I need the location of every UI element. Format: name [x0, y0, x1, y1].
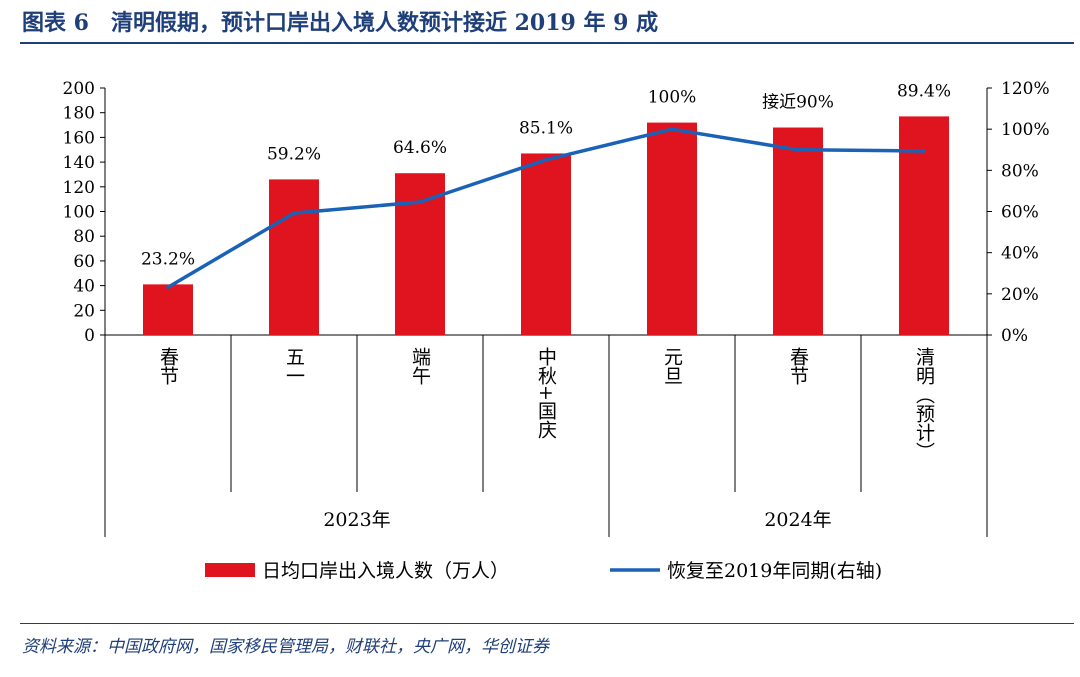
category-label: 清明（预计） [913, 347, 935, 461]
legend-bar-label: 日均口岸出入境人数（万人） [262, 560, 509, 582]
bar [269, 179, 319, 335]
data-label: 64.6% [393, 138, 447, 158]
bar [773, 127, 823, 336]
group-label: 2024年 [764, 509, 831, 531]
category-label: 五一 [283, 347, 305, 385]
data-label: 100% [648, 88, 697, 108]
axes-layer: 0 20 40 60 80 100 120 140 160 180 200 0% 20% 40% 60% 80… [63, 79, 1050, 537]
left-tick-label: 140 [63, 153, 95, 173]
group-label: 2023年 [323, 509, 390, 531]
legend-line-label: 恢复至2019年同期(右轴) [667, 560, 882, 582]
chart-title: 图表 6 清明假期，预计口岸出入境人数预计接近 2019 年 9 成 [22, 10, 659, 36]
source-divider [20, 623, 1074, 624]
right-tick-label: 20% [1001, 285, 1039, 305]
category-label: 中秋+国庆 [535, 347, 557, 439]
data-label: 85.1% [519, 118, 573, 138]
left-tick-label: 200 [63, 79, 95, 99]
left-tick-label: 80 [73, 227, 95, 247]
left-tick-label: 160 [63, 128, 95, 148]
right-tick-label: 40% [1001, 244, 1039, 264]
category-label: 元旦 [661, 347, 683, 385]
right-tick-label: 100% [1001, 120, 1050, 140]
right-tick-label: 80% [1001, 161, 1039, 181]
left-tick-label: 20 [73, 301, 95, 321]
category-label: 端午 [409, 347, 431, 385]
title-underline [20, 42, 1074, 44]
bar [521, 153, 571, 335]
category-label: 春节 [787, 347, 809, 385]
data-label: 59.2% [267, 144, 321, 164]
right-tick-label: 0% [1001, 326, 1028, 346]
left-tick-label: 180 [63, 104, 95, 124]
category-label: 春节 [157, 347, 179, 385]
data-label: 接近90% [762, 93, 834, 113]
bar [647, 122, 697, 335]
labels-layer: 23.2% 59.2% 64.6% 85.1% 100% 接近90% 89.4% 春节 五一 端午… [141, 81, 951, 531]
bar [899, 116, 949, 335]
right-tick-label: 60% [1001, 203, 1039, 223]
bar [143, 284, 193, 335]
right-tick-label: 120% [1001, 79, 1050, 99]
data-label: 89.4% [897, 81, 951, 101]
legend: 日均口岸出入境人数（万人） 恢复至2019年同期(右轴) [205, 560, 882, 582]
left-tick-label: 40 [73, 277, 95, 297]
source-note: 资料来源：中国政府网，国家移民管理局，财联社，央广网，华创证券 [22, 637, 549, 657]
left-tick-label: 120 [63, 178, 95, 198]
left-tick-label: 100 [63, 203, 95, 223]
left-tick-label: 60 [73, 252, 95, 272]
data-label: 23.2% [141, 249, 195, 269]
legend-bar-swatch [205, 563, 255, 577]
left-tick-label: 0 [84, 326, 95, 346]
line-layer [166, 127, 926, 289]
